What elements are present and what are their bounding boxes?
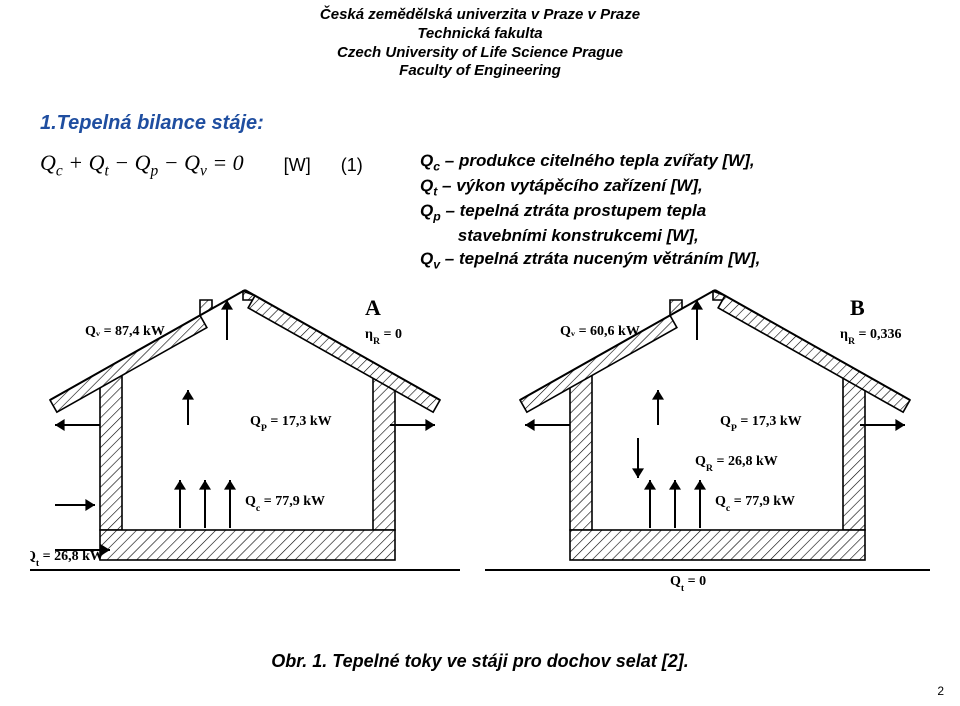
- svg-text:QP = 17,3 kW: QP = 17,3 kW: [720, 414, 802, 434]
- section-title: 1.Tepelná bilance stáje:: [40, 112, 264, 135]
- heat-flow-diagram: A Qᵥ = 87,4 kW ηR = 0 QP = 17,3 kW Qc = 77,9…: [30, 280, 930, 620]
- svg-text:QP = 17,3 kW: QP = 17,3 kW: [250, 414, 332, 434]
- definition-line: Qt – výkon vytápěcího zařízení [W],: [420, 175, 920, 200]
- equation-number: (1): [341, 155, 363, 176]
- definition-line: Qp – tepelná ztráta prostupem tepla: [420, 200, 920, 225]
- definition-line: stavebními konstrukcemi [W],: [420, 225, 920, 248]
- header-line-1: Česká zemědělská univerzita v Praze v Pr…: [0, 6, 960, 25]
- svg-text:B: B: [850, 295, 865, 320]
- equation-row: Qc + Qt − Qp − Qv = 0 [W] (1): [40, 150, 363, 180]
- definition-line: Qv – tepelná ztráta nuceným větráním [W]…: [420, 248, 920, 273]
- page-header: Česká zemědělská univerzita v Praze v Pr…: [0, 6, 960, 81]
- svg-text:Qc = 77,9 kW: Qc = 77,9 kW: [715, 494, 795, 514]
- svg-text:ηR = 0,336: ηR = 0,336: [840, 327, 902, 347]
- svg-text:Qc = 77,9 kW: Qc = 77,9 kW: [245, 494, 325, 514]
- definition-line: Qc – produkce citelného tepla zvířaty [W…: [420, 150, 920, 175]
- svg-text:Qᵥ = 87,4 kW: Qᵥ = 87,4 kW: [85, 324, 165, 339]
- svg-text:A: A: [365, 295, 381, 320]
- symbol-definitions: Qc – produkce citelného tepla zvířaty [W…: [420, 150, 920, 273]
- svg-text:QR = 26,8 kW: QR = 26,8 kW: [695, 454, 778, 474]
- svg-text:ηR = 0: ηR = 0: [365, 327, 402, 347]
- header-line-3: Czech University of Life Science Prague: [0, 44, 960, 63]
- svg-text:Qᵥ = 60,6 kW: Qᵥ = 60,6 kW: [560, 324, 640, 339]
- heat-balance-equation: Qc + Qt − Qp − Qv = 0: [40, 150, 244, 180]
- figure-caption: Obr. 1. Tepelné toky ve stáji pro dochov…: [0, 651, 960, 672]
- equation-unit: [W]: [284, 155, 311, 176]
- header-line-4: Faculty of Engineering: [0, 62, 960, 81]
- svg-text:Qt = 0: Qt = 0: [670, 574, 706, 594]
- header-line-2: Technická fakulta: [0, 25, 960, 44]
- page: Česká zemědělská univerzita v Praze v Pr…: [0, 0, 960, 706]
- page-number: 2: [937, 684, 944, 698]
- svg-text:Qt = 26,8 kW: Qt = 26,8 kW: [30, 549, 104, 569]
